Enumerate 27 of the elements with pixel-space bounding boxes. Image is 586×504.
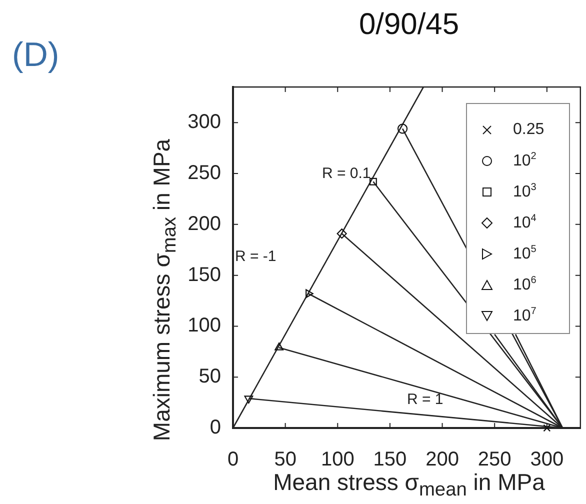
legend-label: 10$^{2}$	[513, 150, 536, 170]
annotation: R = 1	[407, 391, 444, 408]
x-tick-label: 200	[426, 448, 459, 471]
y-tick-label: 0	[210, 416, 221, 439]
x-axis-title: Mean stress σ$_{mean}$ in MPa	[272, 469, 546, 502]
legend-label: 10$^{6}$	[513, 274, 536, 294]
chart-title: 0/90/45	[358, 8, 460, 42]
y-tick-label: 100	[188, 314, 221, 337]
legend-label: 10$^{5}$	[513, 244, 536, 264]
legend-label: 10$^{3}$	[513, 182, 536, 202]
x-tick-label: 250	[478, 448, 512, 471]
y-tick-label: 200	[188, 212, 221, 235]
annotation: R = 0.1	[322, 165, 371, 182]
y-tick-label: 300	[188, 111, 221, 134]
x-tick-label: 100	[320, 448, 354, 471]
x-tick-label: 50	[274, 448, 296, 471]
legend-label: 10$^{4}$	[513, 212, 536, 232]
y-tick-label: 50	[198, 366, 221, 388]
x-tick-label: 300	[530, 448, 564, 471]
x-tick-label: 0	[227, 448, 239, 471]
x-tick-label: 150	[373, 448, 407, 471]
y-tick-label: 150	[188, 264, 221, 286]
y-tick-label: 250	[188, 162, 221, 184]
legend-label: 10$^{7}$	[513, 306, 536, 326]
legend-label: 0.25	[513, 120, 544, 138]
text: (D)	[12, 36, 60, 75]
annotation: R = -1	[235, 248, 276, 265]
